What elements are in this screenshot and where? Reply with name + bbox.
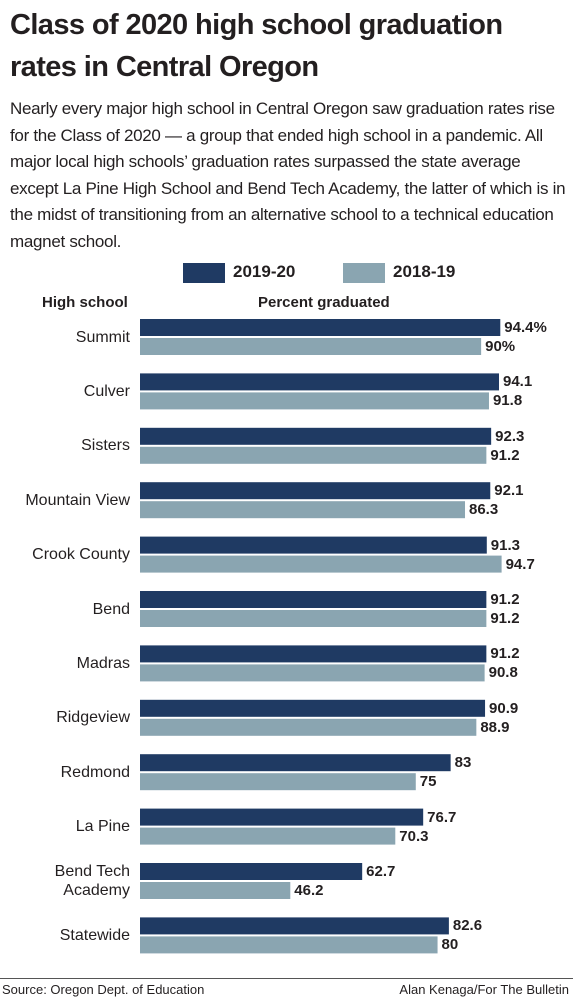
chart-subtitle: Nearly every major high school in Centra… — [10, 99, 566, 251]
category-label: Madras — [76, 654, 130, 672]
bar — [140, 718, 477, 736]
legend-label: 2019-20 — [233, 262, 296, 281]
bar — [140, 936, 438, 954]
value-label: 92.1 — [494, 482, 524, 500]
bar — [140, 773, 416, 791]
bar — [140, 917, 449, 935]
bar — [140, 863, 363, 880]
value-label: 75 — [419, 773, 437, 791]
source: Source: Oregon Dept. of Education — [2, 982, 205, 997]
category-label: Bend — [92, 600, 130, 618]
value-label: 94.7 — [505, 555, 535, 573]
value-label: 92.3 — [495, 427, 525, 445]
value-label: 62.7 — [366, 863, 396, 880]
category-label: Sisters — [81, 437, 130, 455]
legend-swatch — [343, 263, 385, 283]
category-label: Culver — [83, 382, 130, 400]
bar — [140, 555, 502, 573]
bar — [140, 338, 482, 355]
value-label: 82.6 — [452, 917, 483, 935]
category-label: Statewide — [59, 926, 130, 944]
value-label: 91.3 — [490, 536, 520, 554]
bar — [140, 392, 489, 410]
bar — [140, 591, 487, 608]
category-label: Bend Tech Academy — [54, 863, 130, 899]
value-label: 94.1 — [502, 373, 533, 391]
bar — [140, 373, 499, 391]
category-label: Summit — [75, 328, 130, 346]
bar — [140, 882, 291, 899]
value-label: 90.9 — [489, 699, 519, 717]
bar — [140, 827, 396, 845]
bar — [140, 808, 424, 826]
category-label: Redmond — [60, 763, 130, 781]
value-label: 91.2 — [490, 610, 520, 627]
value-label: 46.2 — [294, 882, 324, 899]
value-axis-label: Percent graduated — [258, 294, 390, 311]
chart-title: Class of 2020 high school graduation rat… — [10, 9, 503, 83]
legend-label: 2018-19 — [393, 262, 456, 281]
bar — [140, 482, 491, 500]
value-label: 91.2 — [490, 591, 520, 608]
value-label: 70.3 — [399, 827, 429, 845]
bar — [140, 446, 487, 464]
value-label: 90% — [485, 338, 516, 355]
value-label: 88.9 — [480, 718, 510, 736]
value-label: 90.8 — [488, 664, 518, 682]
bar — [140, 754, 451, 772]
legend-swatch — [183, 263, 225, 283]
category-axis-label: High school — [42, 294, 128, 311]
value-label: 91.8 — [492, 392, 523, 410]
category-label: Crook County — [32, 546, 130, 564]
value-label: 86.3 — [469, 501, 499, 519]
bar — [140, 501, 466, 519]
category-label: Mountain View — [25, 491, 130, 509]
value-label: 83 — [454, 754, 472, 772]
category-label: La Pine — [75, 818, 130, 836]
value-label: 76.7 — [427, 808, 457, 826]
bar — [140, 610, 487, 627]
bar — [140, 319, 501, 336]
bar — [140, 536, 487, 554]
category-label: Ridgeview — [56, 709, 130, 727]
value-label: 94.4% — [504, 319, 547, 336]
credit: Alan Kenaga/For The Bulletin — [399, 982, 569, 997]
bar — [140, 699, 486, 717]
bar — [140, 427, 492, 445]
value-label: 91.2 — [490, 446, 520, 464]
value-label: 80 — [441, 936, 459, 954]
footer-rule — [0, 978, 573, 979]
bar — [140, 664, 485, 682]
value-label: 91.2 — [490, 645, 520, 663]
bar — [140, 645, 487, 663]
